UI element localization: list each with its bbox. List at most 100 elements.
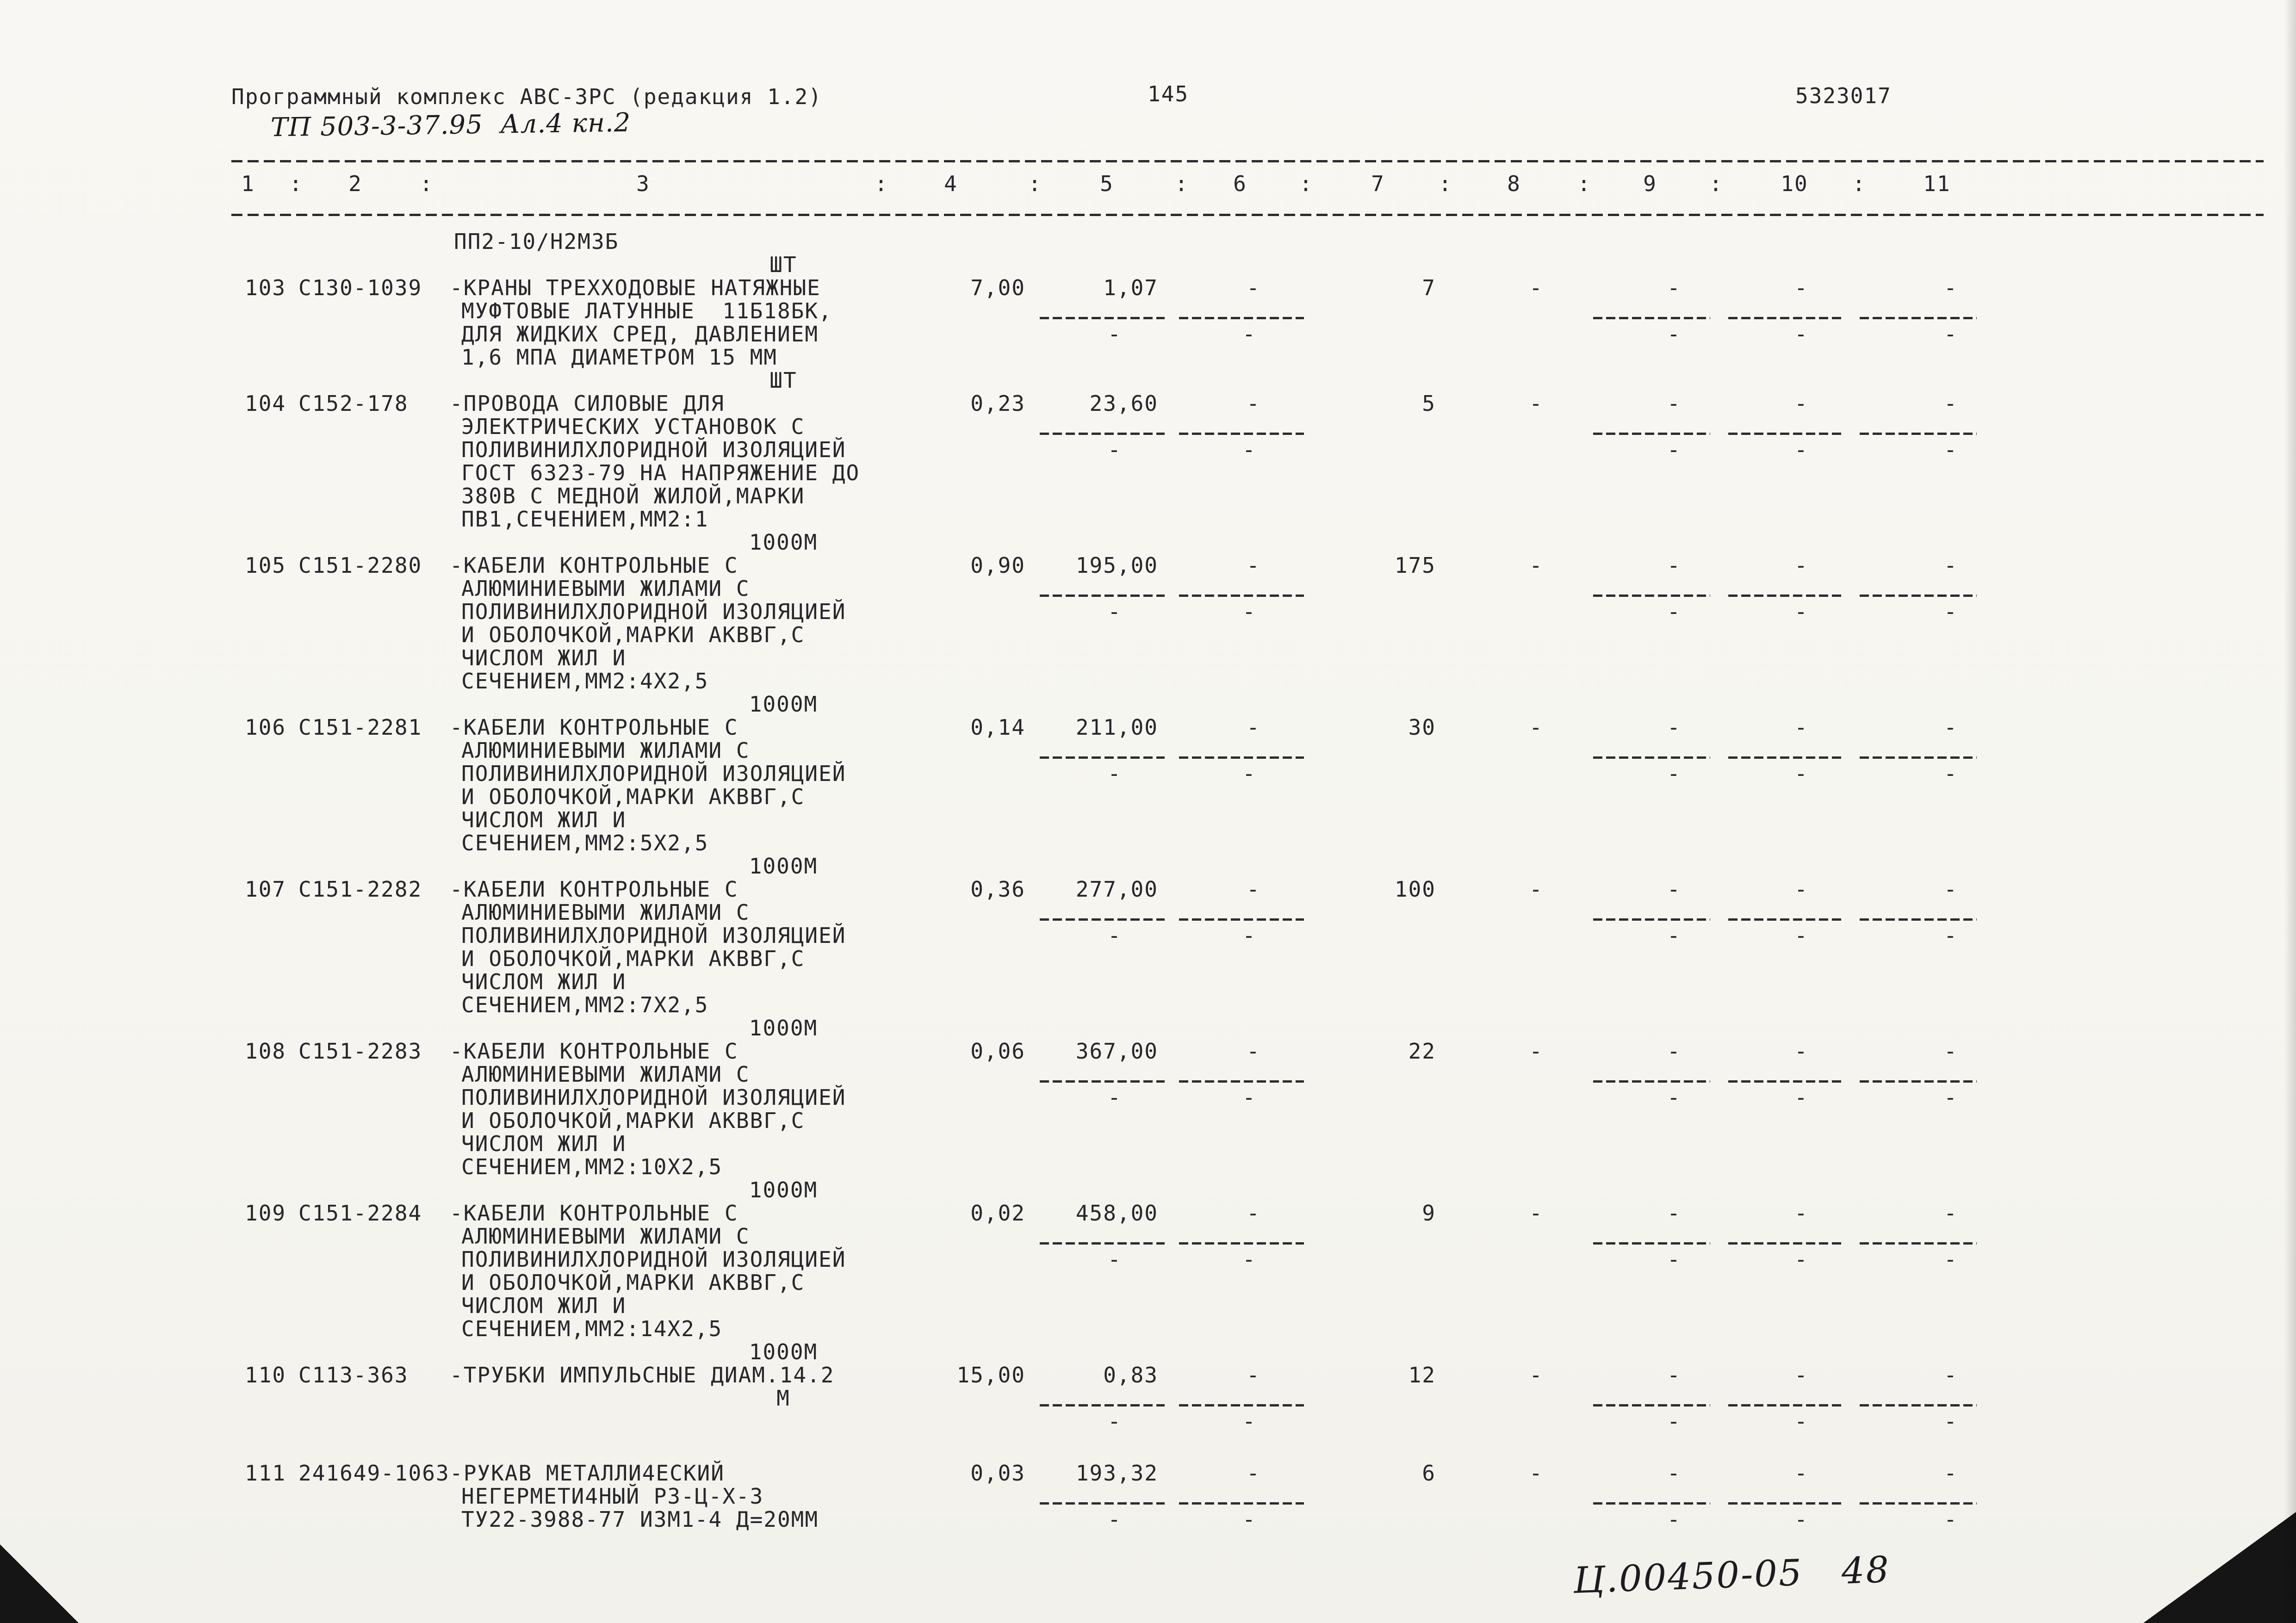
item-description-line: АЛЮМИНИЕВЫМИ ЖИЛАМИ С (461, 576, 750, 601)
item-code: С151-2282 (298, 877, 422, 902)
cell-col9: - (1667, 1201, 1681, 1226)
cell-col9: - (1667, 275, 1681, 300)
cell-col11: - (1944, 391, 1958, 416)
fill-in-underline (1593, 1080, 1710, 1083)
carryover-description-line: ПП2-10/Н2М3Б (454, 229, 619, 254)
table-line: И ОБОЛОЧКОЙ,МАРКИ АКВВГ,С (0, 785, 2296, 808)
item-description-line: ПОЛИВИНИЛХЛОРИДНОЙ ИЗОЛЯЦИЕЙ (461, 599, 846, 624)
item-description-line: АЛЮМИНИЕВЫМИ ЖИЛАМИ С (461, 1224, 750, 1249)
dash-mark: - (1667, 761, 1681, 786)
table-line: 105 С151-2280 -КАБЕЛИ КОНТРОЛЬНЫЕ С 0,90 195… (0, 554, 2296, 577)
dash-mark: - (1794, 437, 1808, 462)
cell-col10: - (1794, 877, 1808, 902)
item-number: 109 (245, 1201, 286, 1226)
fill-in-underline (1728, 1502, 1843, 1505)
fill-in-underline (1728, 1404, 1843, 1406)
item-code: С113-363 (298, 1363, 409, 1388)
table-line: СЕЧЕНИЕМ,ММ2:5Х2,5 (0, 831, 2296, 855)
cell-col5: 211,00 (1075, 715, 1158, 740)
cell-col9: - (1667, 1461, 1681, 1486)
unit-label: 1000М (749, 1177, 818, 1202)
table-line: 103 С130-1039 -КРАНЫ ТРЕХХОДОВЫЕ НАТЯЖНЫЕ 7… (0, 276, 2296, 299)
unit-label: ШТ (769, 368, 797, 393)
item-code: С151-2280 (298, 553, 422, 578)
column-separator: : (420, 171, 434, 196)
table-line: ----- (0, 1410, 2296, 1433)
unit-label: 1000М (749, 530, 818, 555)
fill-in-underline (1860, 1080, 1977, 1083)
table-line: ШТ (0, 369, 2296, 392)
table-line: АЛЮМИНИЕВЫМИ ЖИЛАМИ С (0, 739, 2296, 762)
table-line: 108 С151-2283 -КАБЕЛИ КОНТРОЛЬНЫЕ С 0,06 367… (0, 1040, 2296, 1063)
cell-col6: - (1247, 877, 1260, 902)
dash-mark: - (1944, 1247, 1958, 1272)
table-line: 1000М (0, 1178, 2296, 1202)
fill-in-underline (1728, 433, 1843, 435)
cell-col4: 0,23 (970, 391, 1025, 416)
column-header-label: 4 (944, 171, 958, 196)
cell-col10: - (1794, 715, 1808, 740)
cell-col4: 15,00 (956, 1363, 1025, 1388)
item-number: 105 (245, 553, 286, 578)
header-program-title: Программный комплекс АВС-3РС (редакция 1… (231, 84, 822, 109)
item-description-line: СЕЧЕНИЕМ,ММ2:4Х2,5 (461, 669, 709, 694)
cell-col10: - (1794, 1201, 1808, 1226)
item-number: 104 (245, 391, 286, 416)
item-description-line: ПОЛИВИНИЛХЛОРИДНОЙ ИЗОЛЯЦИЕЙ (461, 761, 846, 786)
dash-mark: - (1242, 1409, 1256, 1434)
dash-mark: - (1242, 1507, 1256, 1532)
item-description-line: СЕЧЕНИЕМ,ММ2:5Х2,5 (461, 830, 709, 855)
cell-col11: - (1944, 1039, 1958, 1064)
column-header-label: 2 (348, 171, 362, 196)
table-body: ПП2-10/Н2М3Б ШТ 103 С130-1039 -КРАНЫ ТРЕХХОД… (0, 230, 2296, 1531)
dash-mark: - (1794, 1085, 1808, 1110)
fill-in-underline (1593, 756, 1710, 759)
table-line: ПОЛИВИНИЛХЛОРИДНОЙ ИЗОЛЯЦИЕЙ - - - - - (0, 1248, 2296, 1271)
item-description-line: -КАБЕЛИ КОНТРОЛЬНЫЕ С (450, 1201, 738, 1226)
table-line: 1000М (0, 531, 2296, 554)
dash-mark: - (1667, 1409, 1681, 1434)
item-description-line: И ОБОЛОЧКОЙ,МАРКИ АКВВГ,С (461, 946, 805, 971)
table-line: 380В С МЕДНОЙ ЖИЛОЙ,МАРКИ (0, 484, 2296, 508)
table-line: ПП2-10/Н2М3Б (0, 230, 2296, 253)
item-code: С151-2283 (298, 1039, 422, 1064)
cell-col11: - (1944, 275, 1958, 300)
table-line: ЧИСЛОМ ЖИЛ И (0, 1132, 2296, 1155)
table-line: И ОБОЛОЧКОЙ,МАРКИ АКВВГ,С (0, 623, 2296, 646)
table-line: ЧИСЛОМ ЖИЛ И (0, 646, 2296, 669)
fill-in-underline (1179, 1502, 1304, 1505)
cell-col9: - (1667, 391, 1681, 416)
cell-col9: - (1667, 715, 1681, 740)
table-line: АЛЮМИНИЕВЫМИ ЖИЛАМИ С (0, 1063, 2296, 1086)
table-line: СЕЧЕНИЕМ,ММ2:7Х2,5 (0, 993, 2296, 1016)
dash-mark: - (1242, 1085, 1256, 1110)
cell-col6: - (1247, 1201, 1260, 1226)
cell-col7: 12 (1408, 1363, 1436, 1388)
table-line: ПОЛИВИНИЛХЛОРИДНОЙ ИЗОЛЯЦИЕЙ - - - - - (0, 438, 2296, 461)
fill-in-underline (1179, 1242, 1304, 1245)
cell-col11: - (1944, 1363, 1958, 1388)
cell-col4: 0,06 (970, 1039, 1025, 1064)
cell-col10: - (1794, 391, 1808, 416)
item-description-line: АЛЮМИНИЕВЫМИ ЖИЛАМИ С (461, 1062, 750, 1087)
dash-mark: - (1794, 923, 1808, 948)
column-header-label: 6 (1233, 171, 1247, 196)
column-separator: : (1175, 171, 1189, 196)
fill-in-underline (1593, 918, 1710, 921)
fill-in-underline (1040, 1404, 1165, 1406)
item-description-line: СЕЧЕНИЕМ,ММ2:14Х2,5 (461, 1316, 723, 1341)
dash-mark: - (1108, 1247, 1122, 1272)
cell-col5: 367,00 (1075, 1039, 1158, 1064)
dash-mark: - (1108, 923, 1122, 948)
table-line: 107 С151-2282 -КАБЕЛИ КОНТРОЛЬНЫЕ С 0,36 277… (0, 878, 2296, 901)
cell-col10: - (1794, 1039, 1808, 1064)
cell-col4: 0,90 (970, 553, 1025, 578)
item-number: 106 (245, 715, 286, 740)
fill-in-underline (1593, 433, 1710, 435)
item-number: 108 (245, 1039, 286, 1064)
fill-in-underline (1593, 1404, 1710, 1406)
dash-mark: - (1944, 761, 1958, 786)
dash-mark: - (1667, 599, 1681, 624)
item-description-line: СЕЧЕНИЕМ,ММ2:10Х2,5 (461, 1154, 723, 1179)
dash-mark: - (1794, 761, 1808, 786)
